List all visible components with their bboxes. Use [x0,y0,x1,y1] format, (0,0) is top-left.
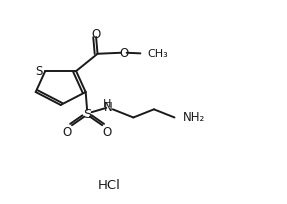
Text: O: O [92,28,101,41]
Text: O: O [119,47,129,59]
Text: O: O [63,126,72,139]
Text: NH₂: NH₂ [183,110,205,123]
Text: N: N [104,100,113,113]
Text: S: S [35,65,43,78]
Text: CH₃: CH₃ [148,49,168,59]
Text: HCl: HCl [98,179,121,192]
Text: O: O [102,126,112,139]
Text: S: S [83,107,91,120]
Text: H: H [103,98,111,108]
